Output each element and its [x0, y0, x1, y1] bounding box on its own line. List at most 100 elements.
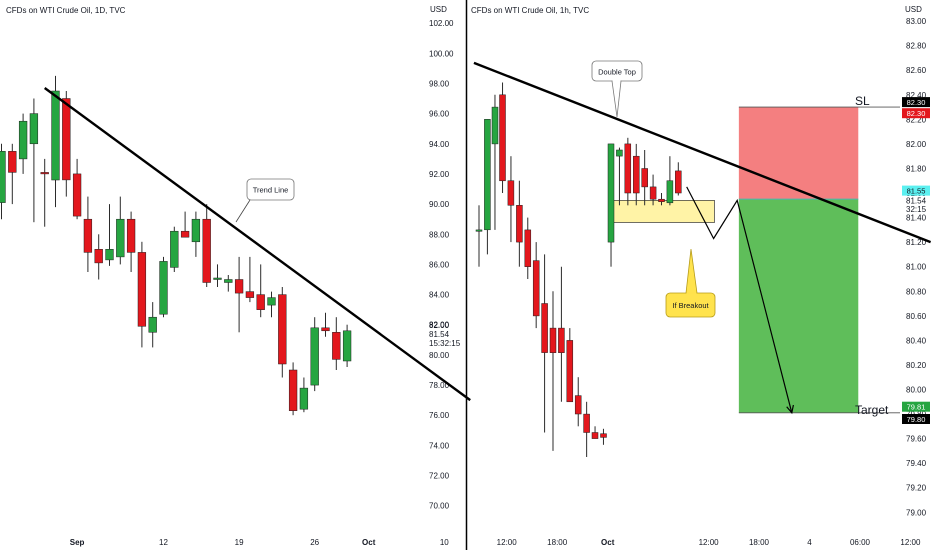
hourly-price-tick: 79.00 — [906, 508, 927, 517]
risk-zone — [738, 107, 859, 200]
daily-candle — [278, 287, 287, 378]
daily-price-tick: 92.00 — [429, 170, 450, 179]
hourly-candle — [566, 328, 574, 403]
daily-price-tick: 80.00 — [429, 351, 450, 360]
hourly-price-tick: 83.00 — [906, 17, 927, 26]
daily-candle — [94, 234, 103, 280]
hourly-price-tick: 81.40 — [906, 214, 927, 223]
hourly-candle — [591, 426, 599, 439]
daily-candle — [51, 75, 60, 208]
daily-candle — [321, 312, 330, 337]
hourly-candle — [666, 156, 674, 206]
daily-candle — [224, 275, 233, 292]
hourly-time-tick: Oct — [601, 538, 615, 547]
daily-price-axis[interactable]: 70.00 72.00 74.00 76.00 78.00 80.00 82.00 84.00… — [429, 19, 454, 511]
daily-current-price: 81.54 — [429, 330, 450, 339]
hourly-price-tick: 82.00 — [906, 140, 927, 149]
hourly-candle — [624, 137, 632, 206]
daily-countdown: 15:32:15 — [429, 339, 461, 348]
daily-candle — [148, 302, 157, 348]
hourly-candle — [491, 94, 499, 230]
daily-candle — [213, 264, 222, 287]
daily-candle — [40, 158, 49, 227]
hourly-time-tick: 12:00 — [900, 538, 921, 547]
hourly-price-tick: 79.40 — [906, 459, 927, 468]
daily-price-tick: 88.00 — [429, 230, 450, 239]
reward-zone — [738, 199, 859, 413]
hourly-candle — [675, 162, 682, 196]
hourly-candle — [633, 143, 640, 206]
hourly-candle — [541, 254, 548, 433]
hourly-candle — [600, 428, 607, 445]
daily-price-tick: 102.00 — [429, 19, 454, 28]
hourly-price-axis[interactable]: 79.00 79.20 79.40 79.60 79.80 80.00 80.20 80.40… — [906, 17, 927, 517]
hourly-trend-line[interactable] — [473, 61, 932, 244]
daily-candle — [29, 98, 39, 223]
hourly-candle — [499, 82, 506, 193]
price-tag: 79.81 — [902, 401, 930, 412]
hourly-price-tick: 80.60 — [906, 312, 927, 321]
hourly-candle — [616, 147, 623, 206]
price-tag: 81.55 — [902, 185, 930, 196]
daily-candles — [0, 75, 352, 416]
hourly-price-tick: 81.20 — [906, 238, 927, 247]
hourly-current-price: 81.54 — [906, 196, 927, 205]
hourly-time-axis[interactable]: 12:00 18:00 Oct 12:00 18:00 4 06:00 12:00 — [497, 538, 921, 547]
daily-candle — [159, 256, 168, 318]
daily-price-tick: 86.00 — [429, 260, 450, 269]
daily-candle — [234, 256, 244, 333]
double-top-label: Double Top — [598, 68, 636, 77]
hourly-candle — [641, 150, 648, 206]
daily-candle — [62, 91, 71, 197]
daily-currency-label: USD — [430, 5, 447, 14]
daily-candle — [72, 158, 82, 220]
price-tag-value: 82.30 — [907, 98, 926, 107]
hourly-price-tick: 82.40 — [906, 91, 927, 100]
hourly-chart-panel[interactable]: CFDs on WTI Crude Oil, 1h, TVC USD 79.00… — [471, 5, 932, 547]
hourly-candle — [507, 156, 515, 243]
hourly-candle — [607, 143, 615, 267]
hourly-time-tick: 12:00 — [699, 538, 720, 547]
daily-time-axis[interactable]: Sep 12 19 26 Oct 10 — [70, 538, 450, 547]
daily-trend-line[interactable] — [43, 87, 471, 402]
daily-candle — [0, 143, 6, 220]
double-top-callout: Double Top — [591, 60, 643, 118]
daily-price-tick: 100.00 — [429, 49, 454, 58]
daily-chart-panel[interactable]: CFDs on WTI Crude Oil, 1D, TVC USD 70.00… — [0, 5, 471, 547]
daily-time-tick: 12 — [159, 538, 168, 547]
price-tag-value: 82.30 — [907, 109, 926, 118]
price-tag-value: 79.80 — [907, 415, 926, 424]
daily-price-tick: 82.00 — [429, 321, 450, 330]
daily-candle — [83, 196, 93, 272]
hourly-candles — [475, 82, 682, 457]
daily-price-tick: 72.00 — [429, 472, 450, 481]
hourly-time-tick: 18:00 — [749, 538, 770, 547]
hourly-candle — [475, 205, 483, 267]
daily-price-tick: 98.00 — [429, 80, 450, 89]
hourly-price-tick: 82.60 — [906, 66, 927, 75]
daily-candle — [170, 226, 179, 272]
daily-candle — [105, 204, 114, 266]
breakout-projection-path[interactable] — [686, 186, 793, 413]
price-tag-value: 79.81 — [907, 403, 926, 412]
hourly-time-tick: 4 — [807, 538, 812, 547]
hourly-countdown: 32:15 — [906, 205, 927, 214]
daily-price-tick: 78.00 — [429, 381, 450, 390]
long-position-tool[interactable] — [738, 106, 900, 414]
hourly-price-tick: 79.60 — [906, 435, 927, 444]
price-tags: 82.30 82.30 81.55 79.81 79.80 — [902, 97, 930, 424]
daily-candle — [8, 143, 17, 205]
hourly-candle — [532, 242, 540, 329]
if-breakout-label: If Breakout — [672, 301, 709, 310]
stop-loss-label: SL — [855, 94, 870, 108]
hourly-candle — [549, 291, 557, 451]
hourly-chart-title: CFDs on WTI Crude Oil, 1h, TVC — [471, 6, 589, 15]
daily-candle — [180, 211, 190, 238]
trend-line-label: Trend Line — [253, 186, 289, 195]
daily-candle — [18, 113, 28, 174]
daily-candle — [256, 264, 265, 318]
hourly-price-tick: 80.40 — [906, 336, 927, 345]
hourly-time-tick: 12:00 — [497, 538, 518, 547]
hourly-candle — [649, 174, 657, 206]
